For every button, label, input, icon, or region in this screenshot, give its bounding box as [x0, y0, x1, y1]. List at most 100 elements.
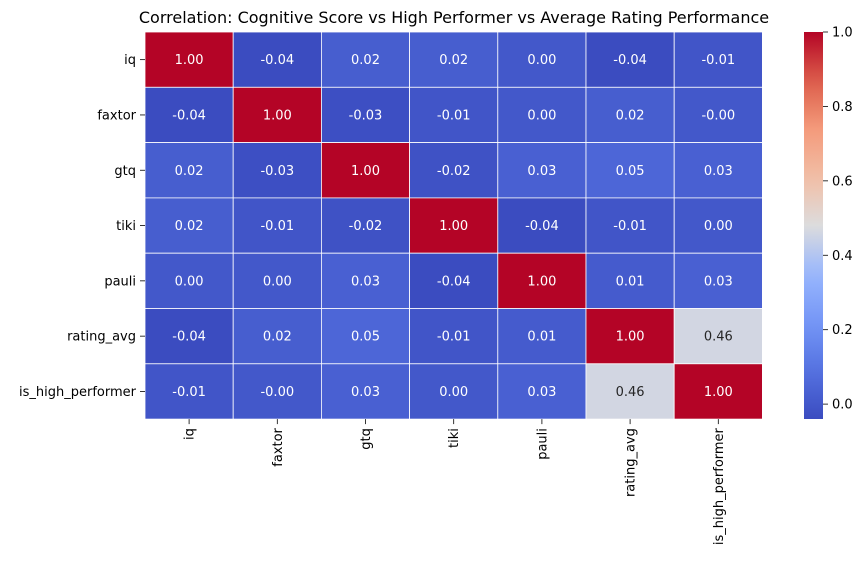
- heatmap-cell-rating_avg-tiki: [409, 308, 499, 365]
- cell-value-is_high_performer-gtq: 0.03: [351, 385, 380, 400]
- heatmap-cell-gtq-tiki: [409, 142, 499, 199]
- row-label-gtq: gtq: [114, 164, 136, 179]
- cell-value-tiki-rating_avg: -0.01: [613, 219, 647, 234]
- colorbar: 0.0 0.2 0.4 0.6 0.8 1.0: [804, 26, 853, 419]
- colorbar-tick-label-0: 0.0: [832, 398, 853, 413]
- heatmap-cell-iq-faxtor: [232, 31, 322, 88]
- cell-value-rating_avg-is_high_performer: 0.46: [704, 330, 733, 345]
- cell-value-tiki-is_high_performer: 0.00: [704, 219, 733, 234]
- heatmap-cell-rating_avg-pauli: [497, 308, 587, 365]
- heatmap-cell-faxtor-gtq: [320, 86, 410, 144]
- heatmap-cell-is_high_performer-is_high_performer: [673, 363, 763, 420]
- heatmap-cell-pauli-iq: [144, 252, 234, 309]
- heatmap-cell-is_high_performer-gtq: [320, 363, 410, 420]
- heatmap-cell-rating_avg-gtq: [320, 308, 410, 365]
- heatmap-cell-iq-rating_avg: [585, 31, 675, 88]
- cell-value-is_high_performer-tiki: 0.00: [439, 385, 468, 400]
- cell-value-tiki-iq: 0.02: [175, 219, 204, 234]
- cell-value-pauli-rating_avg: 0.01: [616, 274, 645, 289]
- cell-value-tiki-gtq: -0.02: [349, 219, 383, 234]
- heatmap-cell-iq-iq: [144, 31, 234, 88]
- cell-value-iq-tiki: 0.02: [439, 53, 468, 68]
- column-label-iq: iq: [183, 428, 198, 440]
- heatmap-cell-gtq-faxtor: [232, 142, 322, 199]
- chart-title: Correlation: Cognitive Score vs High Per…: [139, 8, 769, 27]
- cell-value-gtq-is_high_performer: 0.03: [704, 164, 733, 179]
- cell-value-pauli-iq: 0.00: [175, 274, 204, 289]
- heatmap-cell-pauli-gtq: [320, 252, 410, 309]
- cell-value-rating_avg-gtq: 0.05: [351, 330, 380, 345]
- heatmap-cell-tiki-iq: [144, 197, 234, 254]
- cell-value-iq-is_high_performer: -0.01: [701, 53, 735, 68]
- heatmap-cell-iq-tiki: [409, 31, 499, 88]
- row-label-tiki: tiki: [116, 219, 136, 234]
- row-label-iq: iq: [124, 53, 136, 68]
- row-label-pauli: pauli: [104, 274, 136, 289]
- cell-value-faxtor-pauli: 0.00: [527, 108, 556, 123]
- row-label-rating_avg: rating_avg: [67, 330, 136, 345]
- cell-value-rating_avg-tiki: -0.01: [437, 330, 471, 345]
- row-label-is_high_performer: is_high_performer: [19, 385, 137, 400]
- heatmap-cell-tiki-faxtor: [232, 197, 322, 254]
- column-label-tiki: tiki: [447, 428, 462, 448]
- heatmap-cell-is_high_performer-pauli: [497, 363, 587, 420]
- cell-value-pauli-gtq: 0.03: [351, 274, 380, 289]
- heatmap-cell-is_high_performer-tiki: [409, 363, 499, 420]
- colorbar-tick-label-2: 0.4: [832, 249, 853, 264]
- heatmap-cell-gtq-is_high_performer: [673, 142, 763, 199]
- cell-value-rating_avg-pauli: 0.01: [527, 330, 556, 345]
- cell-value-pauli-pauli: 1.00: [527, 274, 556, 289]
- column-tick-labels: iq faxtor gtq tiki pauli rating_avg is_high_pe…: [183, 419, 727, 545]
- cell-value-gtq-pauli: 0.03: [527, 164, 556, 179]
- cell-value-faxtor-gtq: -0.03: [349, 108, 383, 123]
- heatmap-cells: [144, 31, 763, 420]
- cell-value-faxtor-is_high_performer: -0.00: [701, 108, 735, 123]
- cell-value-tiki-tiki: 1.00: [439, 219, 468, 234]
- cell-value-faxtor-iq: -0.04: [172, 108, 206, 123]
- heatmap-cell-faxtor-rating_avg: [585, 86, 675, 144]
- cell-value-pauli-faxtor: 0.00: [263, 274, 292, 289]
- colorbar-gradient: [804, 32, 823, 419]
- heatmap-cell-pauli-is_high_performer: [673, 252, 763, 309]
- cell-value-faxtor-faxtor: 1.00: [263, 108, 292, 123]
- heatmap-cell-is_high_performer-iq: [144, 363, 234, 420]
- heatmap-cell-tiki-tiki: [409, 197, 499, 254]
- cell-value-is_high_performer-pauli: 0.03: [527, 385, 556, 400]
- colorbar-tick-label-4: 0.8: [832, 100, 853, 115]
- heatmap-cell-tiki-rating_avg: [585, 197, 675, 254]
- heatmap-cell-iq-gtq: [320, 31, 410, 88]
- cell-value-rating_avg-rating_avg: 1.00: [616, 330, 645, 345]
- heatmap-cell-tiki-is_high_performer: [673, 197, 763, 254]
- column-label-gtq: gtq: [359, 428, 374, 450]
- cell-value-is_high_performer-is_high_performer: 1.00: [704, 385, 733, 400]
- cell-value-tiki-faxtor: -0.01: [260, 219, 294, 234]
- cell-value-iq-pauli: 0.00: [527, 53, 556, 68]
- cell-value-rating_avg-faxtor: 0.02: [263, 330, 292, 345]
- cell-value-rating_avg-iq: -0.04: [172, 330, 206, 345]
- heatmap-cell-gtq-rating_avg: [585, 142, 675, 199]
- row-tick-labels: iq faxtor gtq tiki pauli rating_avg is_high_pe…: [19, 53, 145, 400]
- colorbar-tick-label-5: 1.0: [832, 26, 853, 41]
- cell-value-gtq-rating_avg: 0.05: [616, 164, 645, 179]
- column-label-pauli: pauli: [535, 428, 550, 460]
- colorbar-tick-label-3: 0.6: [832, 174, 853, 189]
- cell-value-gtq-iq: 0.02: [175, 164, 204, 179]
- heatmap-cell-iq-pauli: [497, 31, 587, 88]
- cell-value-iq-iq: 1.00: [175, 53, 204, 68]
- column-label-is_high_performer: is_high_performer: [712, 427, 727, 545]
- heatmap-cell-is_high_performer-rating_avg: [585, 363, 675, 420]
- heatmap-cell-faxtor-pauli: [497, 86, 587, 144]
- cell-value-iq-gtq: 0.02: [351, 53, 380, 68]
- cell-value-gtq-tiki: -0.02: [437, 164, 471, 179]
- colorbar-tick-label-1: 0.2: [832, 323, 853, 338]
- heatmap-cell-rating_avg-iq: [144, 308, 234, 365]
- cell-value-faxtor-rating_avg: 0.02: [616, 108, 645, 123]
- heatmap-cell-faxtor-is_high_performer: [673, 86, 763, 144]
- heatmap-cell-rating_avg-is_high_performer: [673, 308, 763, 365]
- column-label-rating_avg: rating_avg: [624, 428, 639, 497]
- cell-value-gtq-gtq: 1.00: [351, 164, 380, 179]
- cell-value-gtq-faxtor: -0.03: [260, 164, 294, 179]
- cell-value-is_high_performer-iq: -0.01: [172, 385, 206, 400]
- row-label-faxtor: faxtor: [97, 108, 136, 123]
